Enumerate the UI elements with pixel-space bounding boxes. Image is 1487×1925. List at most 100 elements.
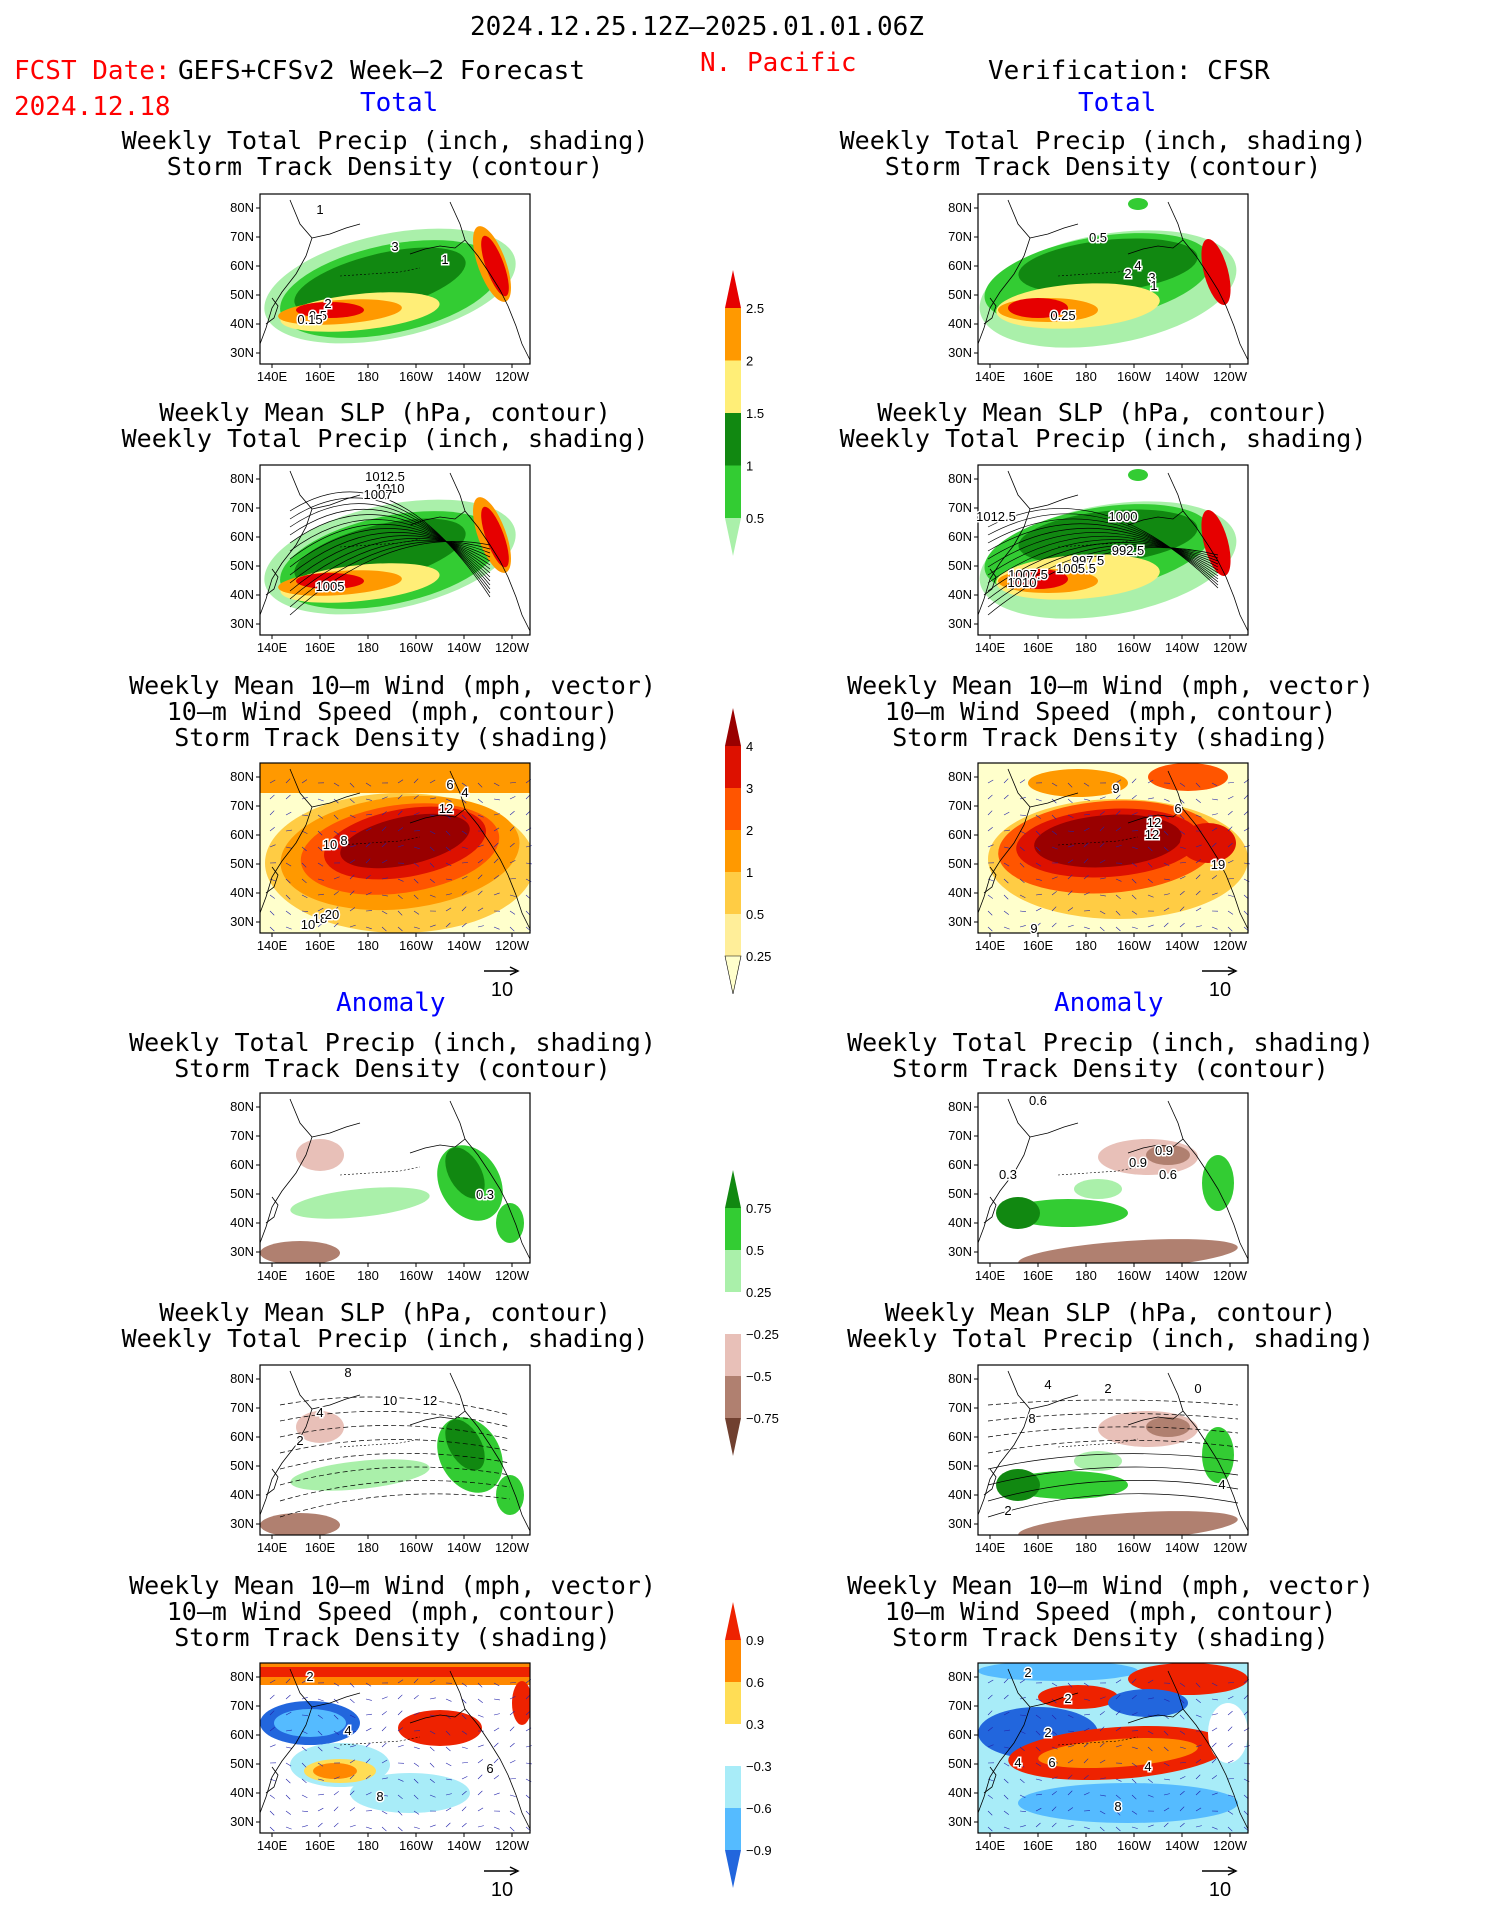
- lon-tick-label: 180: [357, 1268, 379, 1283]
- contour-label: 12: [439, 801, 453, 816]
- title-L3: Weekly Mean 10–m Wind (mph, vector) 10–m …: [129, 671, 656, 752]
- lon-tick-label: 140E: [257, 1268, 288, 1283]
- lon-tick-label: 160W: [1117, 369, 1152, 384]
- lat-tick-label: 60N: [948, 1727, 972, 1742]
- contour-label: 1000: [1109, 509, 1138, 524]
- colorbar-swatch: [725, 518, 741, 556]
- lon-tick-label: 180: [357, 369, 379, 384]
- map-frame: [977, 762, 1249, 934]
- lat-tick-label: 30N: [230, 345, 254, 360]
- lat-tick-label: 40N: [948, 587, 972, 602]
- left-anomaly-heading: Anomaly: [336, 988, 446, 1018]
- lon-tick-label: 160E: [305, 938, 336, 953]
- lon-tick-label: 140E: [257, 369, 288, 384]
- contour-label: 20: [325, 907, 339, 922]
- contour-label: 1012.5: [365, 469, 405, 484]
- lat-tick-label: 40N: [948, 316, 972, 331]
- lon-tick-label: 120W: [495, 1540, 530, 1555]
- contour-label: 12: [1145, 827, 1159, 842]
- lat-tick-label: 30N: [948, 616, 972, 631]
- colorbar-tick-label: 0.5: [746, 1243, 764, 1258]
- lat-tick-label: 40N: [230, 1215, 254, 1230]
- contour-label: 12: [1147, 815, 1161, 830]
- lon-tick-label: 140W: [1165, 1268, 1200, 1283]
- map-forecast-slp-precip: 140E 160E 180 160W 140W 120W 80N 70N 60N 50N 40N 30…: [230, 464, 531, 655]
- lat-tick-label: 60N: [948, 1157, 972, 1172]
- lat-tick-label: 50N: [230, 1458, 254, 1473]
- lon-tick-label: 160E: [305, 369, 336, 384]
- contour-label: 10: [383, 1393, 397, 1408]
- map-frame: [259, 762, 531, 934]
- lat-tick-label: 80N: [230, 200, 254, 215]
- colorbar-swatch: [725, 1808, 741, 1850]
- lat-tick-label: 60N: [948, 529, 972, 544]
- title-R6: Weekly Mean 10–m Wind (mph, vector) 10–m …: [847, 1571, 1374, 1652]
- contour-label: 8: [376, 1789, 383, 1804]
- lon-tick-label: 120W: [1213, 1540, 1248, 1555]
- lat-tick-label: 30N: [948, 1244, 972, 1259]
- lon-tick-label: 180: [1075, 1838, 1097, 1853]
- lon-tick-label: 120W: [1213, 1838, 1248, 1853]
- map-forecast-precip-storm-anomaly: 140E 160E 180 160W 140W 120W 80N 70N 60N 50N 40N 30…: [230, 1092, 531, 1283]
- contour-label: 4: [1014, 1755, 1021, 1770]
- lon-tick-label: 140W: [447, 938, 482, 953]
- lon-tick-label: 180: [1075, 1540, 1097, 1555]
- contour-label: 0.5: [309, 308, 327, 323]
- contour-label: 0.6: [1159, 1167, 1177, 1182]
- colorbar-storm-density-anomaly: 0.9 0.6 0.3 −0.3 −0.6 −0.9: [725, 1602, 772, 1888]
- map-frame: [977, 1662, 1249, 1834]
- forecast-period-title: 2024.12.25.12Z–2025.01.01.06Z: [470, 12, 924, 42]
- lat-tick-label: 50N: [230, 558, 254, 573]
- contour-label: 997.5: [1072, 553, 1105, 568]
- contour-label: 0.3: [476, 1187, 494, 1202]
- vector-ref-L6: 10: [482, 1860, 522, 1902]
- lon-tick-label: 140W: [1165, 1540, 1200, 1555]
- lon-tick-label: 120W: [1213, 1268, 1248, 1283]
- map-forecast-wind-storm-anomaly: 140E 160E 180 160W 140W 120W 80N 70N 60N 50N 40N 30…: [230, 1662, 532, 1853]
- colorbar-swatch: [725, 1682, 741, 1724]
- contour-label: 6: [446, 777, 453, 792]
- lon-tick-label: 140E: [257, 938, 288, 953]
- lat-tick-label: 70N: [948, 1698, 972, 1713]
- lon-tick-label: 120W: [495, 1268, 530, 1283]
- lat-tick-label: 70N: [948, 798, 972, 813]
- lon-tick-label: 160W: [1117, 1268, 1152, 1283]
- colorbar-swatch: [725, 914, 741, 956]
- contour-label: 4: [1218, 1477, 1225, 1492]
- lon-tick-label: 160E: [1023, 938, 1054, 953]
- colorbar-tick-label: 0.5: [746, 511, 764, 526]
- contour-label: 10: [301, 917, 315, 932]
- lon-tick-label: 160W: [1117, 1838, 1152, 1853]
- lat-tick-label: 50N: [230, 1756, 254, 1771]
- contour-label: 9: [1030, 921, 1037, 936]
- lat-tick-label: 70N: [948, 229, 972, 244]
- lat-tick-label: 70N: [948, 1400, 972, 1415]
- lat-tick-label: 80N: [230, 769, 254, 784]
- lat-tick-label: 30N: [948, 1516, 972, 1531]
- colorbar-tick-label: −0.9: [746, 1843, 772, 1858]
- colorbar-swatch: [724, 955, 742, 995]
- lat-tick-label: 40N: [230, 885, 254, 900]
- lat-tick-label: 80N: [948, 1669, 972, 1684]
- colorbar-tick-label: 0.25: [746, 949, 771, 964]
- lat-tick-label: 30N: [948, 914, 972, 929]
- title-L1: Weekly Total Precip (inch, shading) Storm…: [121, 126, 649, 181]
- colorbar-storm-density-total: 4 3 2 1 0.5 0.25: [724, 708, 771, 995]
- colorbar-swatch: [725, 1850, 741, 1888]
- colorbar-tick-label: 0.75: [746, 1201, 771, 1216]
- lat-tick-label: 80N: [948, 471, 972, 486]
- lat-tick-label: 70N: [230, 229, 254, 244]
- map-frame: [259, 1662, 531, 1834]
- lon-tick-label: 120W: [495, 640, 530, 655]
- title-R4: Weekly Total Precip (inch, shading) Storm…: [847, 1028, 1374, 1083]
- lat-tick-label: 40N: [230, 587, 254, 602]
- lon-tick-label: 140W: [1165, 1838, 1200, 1853]
- lat-tick-label: 30N: [948, 345, 972, 360]
- lon-tick-label: 160E: [1023, 1838, 1054, 1853]
- contour-label: 0.9: [1129, 1155, 1147, 1170]
- contour-label: 12: [423, 1393, 437, 1408]
- contour-label: 3: [1148, 270, 1155, 285]
- lon-tick-label: 180: [1075, 640, 1097, 655]
- contour-label: 2: [324, 296, 331, 311]
- title-R2: Weekly Mean SLP (hPa, contour) Weekly Tot…: [839, 398, 1367, 453]
